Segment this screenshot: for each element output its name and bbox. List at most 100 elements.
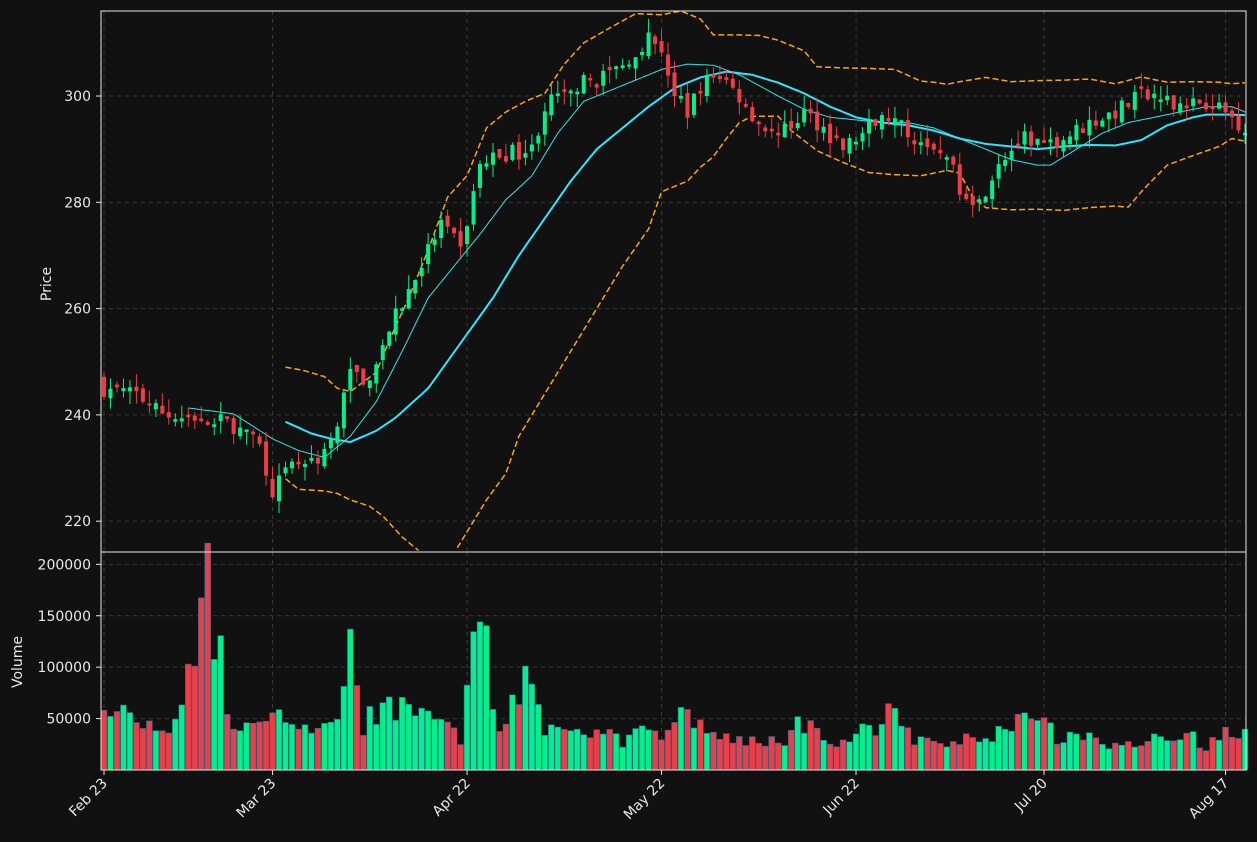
candle [289,458,295,474]
volume-bar [1241,728,1249,771]
candle [841,137,846,158]
candle-body [153,403,158,410]
candle [231,414,236,445]
candle-body [147,403,152,406]
candle [873,118,878,130]
candle-body [1100,120,1105,127]
candle [1132,84,1137,119]
volume-bar [418,707,425,771]
volume-bar [1079,739,1087,771]
volume-tick-label: 50000 [46,712,91,728]
volume-bar [139,728,147,771]
candle-body [983,196,988,203]
candle [607,56,612,84]
candle [225,416,230,423]
volume-bar [463,684,471,771]
candle [581,72,586,94]
candle-body [575,91,580,95]
candle-body [834,135,839,138]
candle [594,82,599,97]
volume-bar [775,742,782,771]
candle [101,372,107,400]
candle [892,106,897,138]
candle [387,330,392,350]
volume-bar [930,740,938,771]
volume-bar [580,734,587,771]
candle-body [296,461,301,465]
candle-body [426,244,431,265]
candle-body [730,78,735,88]
volume-bar [800,732,808,771]
volume-bar [172,718,179,771]
candle [309,445,314,464]
candle [361,368,366,387]
volume-bar [347,628,354,771]
candle [1126,102,1131,110]
candle [666,42,671,88]
candle-body [309,457,314,461]
volume-bar [917,736,925,771]
volume-bar [152,730,160,771]
candle-body [588,78,593,81]
volume-bar [431,718,438,771]
volume-bar [1118,744,1126,771]
volume-bar [1021,712,1028,771]
candle [860,127,865,150]
candle-body [413,279,418,294]
candle-body [614,66,619,70]
candle-body [335,426,340,444]
candle-body [212,424,217,427]
candle-body [205,421,210,425]
candle [1003,152,1008,172]
candle-body [860,133,865,142]
volume-bar [308,732,315,771]
volume-bar [1099,744,1106,771]
candle-body [996,164,1001,179]
candlesticks [101,18,1248,514]
volume-bar [982,738,989,771]
volume-bar [185,663,192,771]
candle-body [1152,93,1157,99]
candle-body [1184,105,1189,109]
candle [1178,96,1183,116]
candle [1029,125,1034,157]
volume-axis-label: Volume [10,636,26,688]
volume-bar [236,730,244,771]
candle [400,307,405,315]
candle [678,86,683,104]
candle-body [815,111,820,131]
candle [374,361,379,393]
volume-bar [198,597,205,771]
candle-body [854,141,859,145]
candle [354,364,359,383]
candle-body [866,120,871,134]
candle-body [523,153,528,158]
candle [471,183,476,231]
volume-bar [612,733,620,771]
candle [134,374,139,404]
candle [1054,132,1060,158]
volume-bar [684,709,691,771]
volume-bar [1105,748,1113,771]
candle [542,102,547,146]
volume-bar [567,730,574,771]
candle-body [802,108,807,123]
candle-body [769,128,774,132]
price-grid [101,11,1246,552]
candle [620,58,625,70]
volume-bar [496,731,503,771]
candle-body [782,123,787,138]
candle-body [490,152,495,165]
candle-body [756,121,761,125]
candle [380,339,385,370]
candle [1204,93,1209,113]
volume-bar [898,725,905,771]
candle-body [387,331,392,346]
candle [1048,127,1053,156]
candle [802,95,807,127]
candle-body [1139,86,1144,89]
volume-bar [859,723,866,771]
candle [659,29,664,57]
volume-bar [353,685,361,771]
